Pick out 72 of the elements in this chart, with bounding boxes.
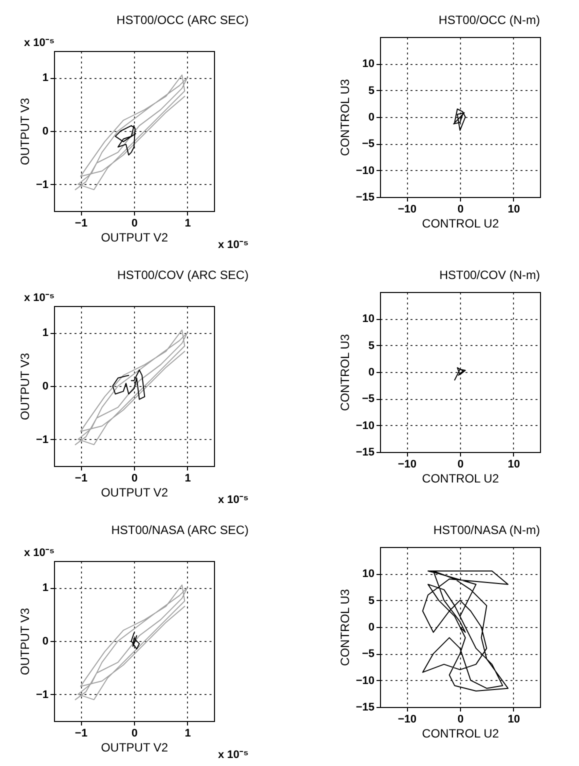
- y-tick-label: −1: [36, 688, 48, 701]
- y-tick-label: −15: [356, 192, 374, 204]
- line-series: [74, 584, 188, 700]
- y-tick-label: −1: [36, 178, 48, 191]
- y-tick-label: 0: [368, 622, 374, 634]
- y-tick-label: 10: [362, 568, 374, 580]
- y-tick-label: −15: [356, 702, 374, 714]
- x-axis-title: OUTPUT V2: [100, 230, 168, 244]
- y-tick-label: −10: [356, 420, 374, 432]
- y-tick-label: 1: [42, 327, 48, 340]
- chart-title: HST00/COV (N-m): [439, 268, 540, 282]
- y-tick-label: 5: [368, 84, 374, 97]
- line-series: [74, 74, 188, 190]
- y-axis-title: OUTPUT V3: [18, 98, 32, 166]
- chart-title: HST00/OCC (N-m): [438, 13, 540, 27]
- x-tick-label: 0: [131, 472, 138, 484]
- text: x 10⁻⁵: [24, 292, 55, 304]
- chart-title: HST00/OCC (ARC SEC): [116, 13, 249, 27]
- line-series: [74, 330, 188, 446]
- y-tick-label: −15: [356, 446, 374, 458]
- x-tick-label: 0: [131, 218, 138, 230]
- x-tick-label: 10: [508, 714, 520, 726]
- x-axis-title: CONTROL U2: [422, 726, 500, 740]
- y-tick-label: 0: [42, 380, 48, 392]
- text: x 10⁻⁵: [218, 494, 249, 506]
- x-tick-label: −1: [74, 472, 88, 484]
- x-tick-label: 1: [184, 728, 191, 740]
- y-tick-label: −10: [356, 164, 374, 177]
- x-tick-label: 0: [131, 728, 138, 740]
- y-axis-title: OUTPUT V3: [18, 352, 32, 420]
- x-tick-label: 0: [457, 204, 464, 216]
- y-tick-label: −5: [362, 393, 374, 406]
- x-tick-label: −10: [398, 458, 417, 470]
- y-axis-title: OUTPUT V3: [18, 608, 32, 676]
- y-tick-label: 0: [368, 366, 374, 378]
- x-tick-label: 10: [508, 204, 520, 216]
- y-tick-label: −10: [356, 674, 374, 687]
- y-tick-label: 10: [362, 313, 374, 326]
- x-tick-label: 10: [508, 458, 520, 470]
- y-tick-label: −5: [362, 648, 374, 660]
- chart-title: HST00/COV (ARC SEC): [117, 268, 249, 282]
- y-tick-label: 1: [42, 582, 48, 594]
- y-tick-label: −5: [362, 138, 374, 150]
- y-axis-title: CONTROL U3: [338, 78, 352, 156]
- y-tick-label: 0: [42, 636, 48, 648]
- y-tick-label: 5: [368, 594, 374, 607]
- chart-title: HST00/NASA (ARC SEC): [111, 523, 249, 537]
- y-axis-title: CONTROL U3: [338, 588, 352, 666]
- y-tick-label: 1: [42, 72, 48, 84]
- x-tick-label: −1: [74, 728, 88, 740]
- text: x 10⁻⁵: [24, 37, 55, 49]
- x-tick-label: 1: [184, 218, 191, 230]
- y-tick-label: 0: [42, 126, 48, 138]
- y-axis-title: CONTROL U3: [338, 334, 352, 411]
- y-tick-label: −1: [36, 434, 48, 446]
- x-axis-title: OUTPUT V2: [100, 486, 168, 500]
- x-axis-title: CONTROL U2: [422, 216, 500, 230]
- text: x 10⁻⁵: [218, 239, 249, 251]
- y-tick-label: 5: [368, 340, 374, 352]
- x-axis-title: OUTPUT V2: [100, 740, 168, 754]
- text: x 10⁻⁵: [218, 749, 249, 761]
- x-tick-label: 0: [457, 458, 464, 470]
- x-tick-label: 1: [184, 472, 191, 484]
- x-tick-label: −10: [398, 204, 417, 216]
- x-axis-title: CONTROL U2: [422, 472, 500, 486]
- x-tick-label: −10: [398, 714, 417, 726]
- chart-title: HST00/NASA (N-m): [433, 523, 540, 537]
- x-tick-label: −1: [74, 218, 88, 230]
- y-tick-label: 0: [368, 112, 374, 124]
- x-tick-label: 0: [457, 714, 464, 726]
- text: x 10⁻⁵: [24, 547, 55, 559]
- y-tick-label: 10: [362, 58, 374, 70]
